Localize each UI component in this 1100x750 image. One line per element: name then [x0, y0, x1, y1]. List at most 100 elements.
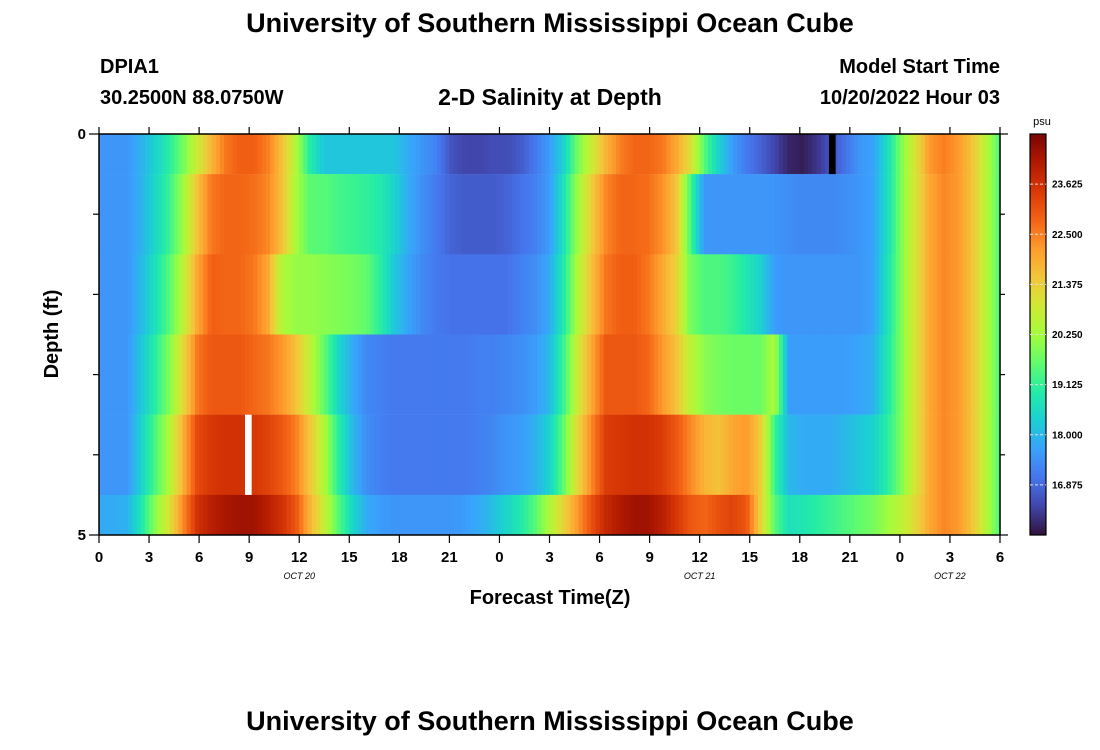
heatmap-cell: [511, 254, 517, 335]
heatmap-cell: [353, 414, 359, 496]
heatmap-cell: [574, 494, 580, 536]
heatmap-cell: [432, 174, 438, 255]
heatmap-cell: [520, 494, 526, 536]
heatmap-cell: [766, 134, 772, 175]
heatmap-cell: [128, 334, 133, 415]
heatmap-cell: [904, 414, 909, 496]
heatmap-cell: [724, 254, 730, 335]
heatmap-cell: [904, 494, 909, 536]
heatmap-cell: [199, 414, 204, 496]
heatmap-cell: [770, 414, 776, 496]
heatmap-cell: [199, 134, 204, 175]
heatmap-cell: [194, 414, 200, 496]
heatmap-cell: [428, 134, 434, 175]
heatmap-cell: [691, 494, 697, 536]
heatmap-cell: [194, 334, 200, 415]
heatmap-cell: [741, 254, 747, 335]
heatmap-cell: [645, 494, 651, 536]
heatmap-cell: [979, 414, 984, 496]
heatmap-cell: [361, 134, 367, 175]
heatmap-cell: [741, 494, 747, 536]
heatmap-cell: [653, 414, 659, 496]
heatmap-cell: [445, 414, 450, 496]
heatmap-cell: [178, 494, 184, 536]
heatmap-cell: [904, 334, 909, 415]
heatmap-cell: [991, 174, 997, 255]
heatmap-cell: [365, 414, 371, 496]
heatmap-cell: [674, 494, 680, 536]
heatmap-cell: [441, 494, 446, 536]
heatmap-cell: [924, 414, 930, 496]
heatmap-cell: [870, 494, 876, 536]
heatmap-cell: [670, 494, 676, 536]
heatmap-cell: [516, 414, 521, 496]
heatmap-cell: [290, 134, 296, 175]
heatmap-cell: [920, 414, 926, 496]
heatmap-cell: [995, 494, 1001, 536]
heatmap-cell: [132, 414, 138, 496]
heatmap-cell: [311, 334, 317, 415]
heatmap-cell: [641, 414, 647, 496]
heatmap-cell: [824, 254, 830, 335]
x-tick-label: 9: [245, 549, 253, 566]
heatmap-cell: [107, 414, 113, 496]
heatmap-cell: [482, 254, 488, 335]
heatmap-cell: [236, 414, 242, 496]
heatmap-cell: [265, 494, 271, 536]
heatmap-cell: [115, 494, 121, 536]
heatmap-cell: [420, 414, 425, 496]
heatmap-cell: [169, 414, 175, 496]
heatmap-cell: [270, 414, 275, 496]
heatmap-cell: [432, 414, 438, 496]
heatmap-cell: [774, 174, 780, 255]
heatmap-cell: [528, 134, 534, 175]
heatmap-cell: [895, 414, 901, 496]
heatmap-cell: [157, 414, 163, 496]
heatmap-cell: [974, 494, 980, 536]
heatmap-cell: [987, 254, 993, 335]
heatmap-cell: [441, 174, 446, 255]
heatmap-cell: [737, 134, 742, 175]
heatmap-cell: [628, 414, 634, 496]
missing-data-cell: [245, 414, 252, 495]
heatmap-cell: [128, 494, 133, 536]
heatmap-cell: [828, 334, 834, 415]
heatmap-cell: [407, 174, 413, 255]
heatmap-cell: [336, 494, 342, 536]
heatmap-cell: [670, 134, 676, 175]
heatmap-cell: [920, 494, 926, 536]
heatmap-cell: [587, 254, 592, 335]
heatmap-cell: [428, 414, 434, 496]
heatmap-cell: [315, 174, 321, 255]
heatmap-cell: [165, 254, 171, 335]
heatmap-cell: [345, 174, 350, 255]
heatmap-cell: [958, 174, 964, 255]
heatmap-cell: [603, 414, 609, 496]
heatmap-cell: [691, 414, 697, 496]
heatmap-cell: [299, 134, 304, 175]
heatmap-cell: [712, 334, 717, 415]
heatmap-cell: [720, 254, 726, 335]
heatmap-cell: [941, 254, 947, 335]
heatmap-cell: [678, 414, 684, 496]
heatmap-cell: [303, 414, 309, 496]
heatmap-cell: [236, 134, 242, 175]
heatmap-cell: [349, 174, 355, 255]
heatmap-cell: [983, 254, 989, 335]
heatmap-cell: [136, 174, 142, 255]
heatmap-cell: [303, 174, 309, 255]
heatmap-cell: [595, 334, 601, 415]
heatmap-cell: [849, 174, 855, 255]
heatmap-cell: [791, 254, 797, 335]
heatmap-cell: [486, 334, 492, 415]
heatmap-cell: [545, 174, 551, 255]
heatmap-cell: [207, 174, 213, 255]
heatmap-cell: [219, 254, 225, 335]
heatmap-cell: [503, 174, 509, 255]
heatmap-cell: [132, 334, 138, 415]
heatmap-cell: [136, 414, 142, 496]
heatmap-cell: [687, 494, 692, 536]
heatmap-cell: [745, 254, 751, 335]
heatmap-cell: [336, 254, 342, 335]
heatmap-cell: [278, 414, 284, 496]
